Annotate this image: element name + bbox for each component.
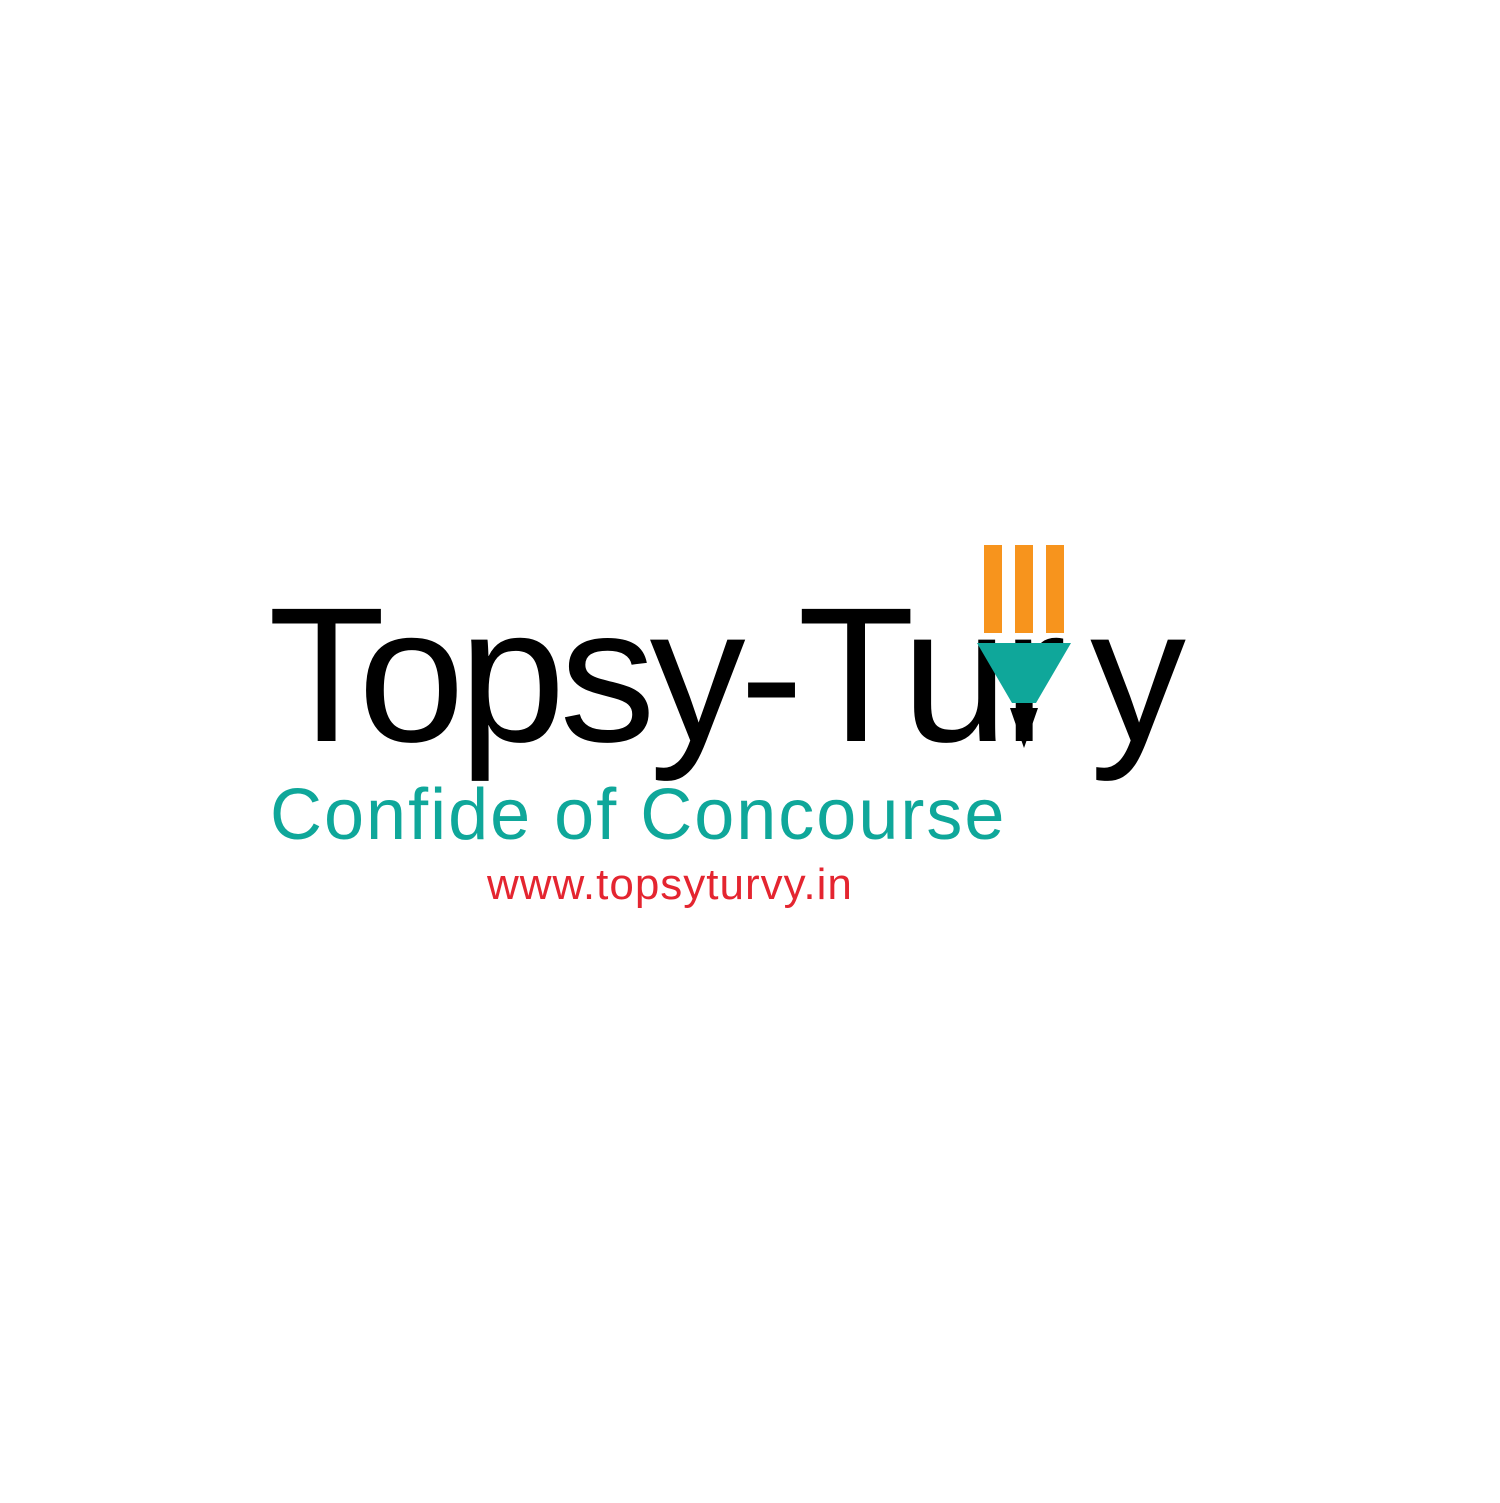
brand-name-main: Topsy-Tur (268, 567, 1066, 782)
pencil-tip (1010, 708, 1038, 748)
website-url: www.topsyturvy.in (487, 860, 853, 909)
tagline: Confide of Concourse (270, 775, 1007, 855)
pencil-body-stripe-left (984, 545, 1002, 633)
pencil-cone (977, 643, 1071, 703)
brand-name-end: y (1090, 567, 1186, 782)
pencil-body-stripe-right (1046, 545, 1064, 633)
pencil-icon (977, 545, 1071, 748)
pencil-body-stripe-middle (1015, 545, 1033, 633)
brand-wordmark: Topsy-Tur y (268, 567, 1186, 782)
